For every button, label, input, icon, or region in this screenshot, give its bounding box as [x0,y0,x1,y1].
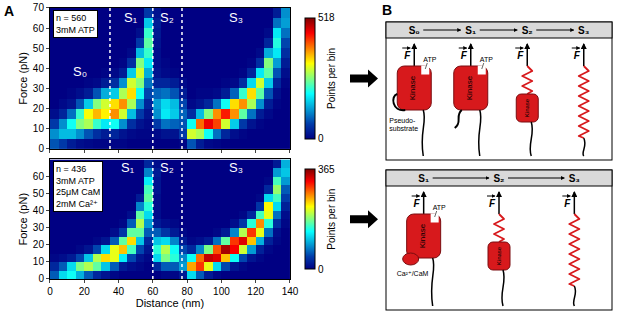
svg-text:0: 0 [318,133,324,144]
svg-text:40: 40 [113,286,125,297]
svg-text:S₂: S₂ [522,25,533,36]
svg-text:S₁: S₁ [121,160,135,175]
svg-text:80: 80 [182,286,194,297]
svg-text:Kinase: Kinase [524,98,530,117]
svg-text:Ca²⁺/CaM: Ca²⁺/CaM [397,270,429,277]
svg-text:S₃: S₃ [229,10,243,25]
svg-text:S₁: S₁ [418,173,429,184]
svg-text:50: 50 [33,43,45,54]
svg-text:30: 30 [33,222,45,233]
svg-text:S₂: S₂ [160,160,174,175]
svg-text:365: 365 [318,164,335,175]
svg-text:S₃: S₃ [569,173,581,184]
svg-text:n = 5603mM ATP: n = 5603mM ATP [56,13,95,35]
svg-text:30: 30 [33,83,45,94]
svg-text:Kinase: Kinase [418,223,427,248]
svg-text:F: F [517,50,524,61]
svg-text:10: 10 [33,123,45,134]
svg-text:Distance (nm): Distance (nm) [136,297,204,309]
svg-text:70: 70 [33,2,45,13]
svg-text:ATP: ATP [433,204,446,211]
svg-text:S₁: S₁ [124,10,138,25]
svg-text:substrate: substrate [389,125,418,132]
svg-text:S₃: S₃ [578,25,590,36]
svg-text:Kinase: Kinase [465,75,474,100]
svg-text:20: 20 [33,239,45,250]
svg-text:n = 4363mM ATP25μM CaM2mM Ca²⁺: n = 4363mM ATP25μM CaM2mM Ca²⁺ [56,164,100,209]
svg-text:50: 50 [33,188,45,199]
svg-text:120: 120 [247,286,264,297]
svg-text:0: 0 [38,143,44,154]
svg-text:40: 40 [33,63,45,74]
svg-text:F: F [414,198,421,209]
svg-text:60: 60 [147,286,159,297]
svg-text:S₀: S₀ [73,64,87,79]
svg-text:0: 0 [47,286,53,297]
svg-text:S₂: S₂ [160,10,174,25]
svg-text:Points per bin: Points per bin [326,189,337,250]
svg-text:F: F [564,198,571,209]
svg-text:518: 518 [318,12,335,23]
svg-text:10: 10 [33,256,45,267]
svg-text:40: 40 [33,205,45,216]
svg-text:140: 140 [282,286,299,297]
svg-text:Force (pN): Force (pN) [18,193,30,246]
svg-text:S₁: S₁ [465,25,476,36]
svg-text:B: B [382,2,392,18]
svg-text:20: 20 [79,286,91,297]
svg-text:S₃: S₃ [229,160,243,175]
svg-text:ATP: ATP [423,56,436,63]
svg-text:S₀: S₀ [409,25,420,36]
svg-text:S₂: S₂ [493,173,504,184]
svg-text:Force (pN): Force (pN) [18,52,30,105]
svg-text:Pseudo-: Pseudo- [389,117,416,124]
svg-text:F: F [489,198,496,209]
svg-text:0: 0 [318,264,324,275]
svg-text:Kinase: Kinase [496,246,502,265]
svg-text:Kinase: Kinase [408,75,417,100]
svg-text:ATP: ATP [480,56,493,63]
svg-text:Points per bin: Points per bin [326,48,337,109]
svg-text:A: A [4,3,14,19]
svg-text:60: 60 [33,171,45,182]
svg-text:F: F [461,50,468,61]
svg-text:20: 20 [33,103,45,114]
svg-text:60: 60 [33,23,45,34]
svg-text:100: 100 [213,286,230,297]
svg-text:0: 0 [38,273,44,284]
svg-text:F: F [404,50,411,61]
svg-text:F: F [574,50,581,61]
